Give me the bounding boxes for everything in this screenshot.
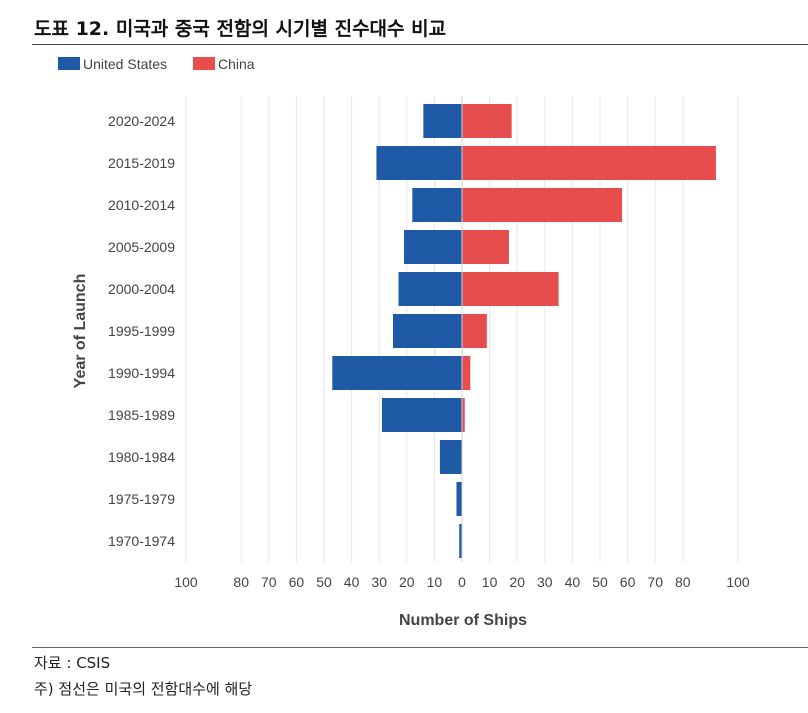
bar-china — [462, 188, 623, 222]
y-axis-title: Year of Launch — [72, 274, 89, 389]
y-tick-label: 2000-2004 — [108, 281, 175, 297]
x-tick-label: 10 — [482, 574, 498, 590]
x-tick-label: 80 — [233, 574, 249, 590]
y-tick-label: 1985-1989 — [108, 407, 175, 423]
footnote: 주) 점선은 미국의 전함대수에 해당 — [34, 680, 253, 698]
x-tick-label: 100 — [174, 574, 198, 590]
y-tick-label: 1980-1984 — [108, 449, 175, 465]
bar-china — [462, 398, 465, 432]
x-tick-label: 20 — [509, 574, 525, 590]
bar-united-states — [381, 398, 462, 432]
y-tick-label: 1990-1994 — [108, 365, 175, 381]
x-tick-label: 10 — [427, 574, 443, 590]
bar-china — [462, 272, 559, 306]
x-axis-title: Number of Ships — [399, 612, 527, 629]
x-tick-label: 30 — [537, 574, 553, 590]
x-tick-label: 100 — [726, 574, 750, 590]
bar-united-states — [398, 272, 462, 306]
legend-swatch — [193, 57, 215, 70]
bar-united-states — [376, 146, 462, 180]
y-tick-label: 2015-2019 — [108, 155, 175, 171]
x-tick-label: 70 — [647, 574, 663, 590]
x-tick-label: 50 — [316, 574, 332, 590]
x-tick-label: 60 — [620, 574, 636, 590]
top-rule — [32, 44, 808, 45]
x-tick-label: 40 — [565, 574, 581, 590]
x-tick-label: 50 — [592, 574, 608, 590]
bar-united-states — [423, 104, 462, 138]
y-tick-label: 1975-1979 — [108, 491, 175, 507]
y-tick-label: 2010-2014 — [108, 197, 175, 213]
x-tick-label: 0 — [458, 574, 466, 590]
x-tick-label: 30 — [371, 574, 387, 590]
y-tick-label: 1995-1999 — [108, 323, 175, 339]
bar-china — [462, 230, 509, 264]
bar-china — [462, 314, 487, 348]
x-tick-label: 20 — [399, 574, 415, 590]
bar-china — [462, 356, 471, 390]
x-tick-label: 80 — [675, 574, 691, 590]
bar-united-states — [393, 314, 462, 348]
x-tick-label: 60 — [289, 574, 305, 590]
bar-united-states — [456, 482, 462, 516]
bar-china — [462, 104, 512, 138]
legend-label: United States — [83, 56, 167, 72]
legend-label: China — [218, 56, 255, 72]
bar-united-states — [459, 524, 462, 558]
y-tick-label: 2020-2024 — [108, 113, 175, 129]
figure-title: 도표 12. 미국과 중국 전함의 시기별 진수대수 비교 — [34, 18, 447, 40]
butterfly-bar-chart: 100 80 70 60 50 40 30 20 10 0 10 20 30 40 50 60 70 80 1002… — [58, 56, 750, 629]
bar-united-states — [332, 356, 462, 390]
bar-china — [462, 146, 716, 180]
y-tick-label: 2005-2009 — [108, 239, 175, 255]
x-tick-label: 40 — [344, 574, 360, 590]
y-tick-label: 1970-1974 — [108, 533, 175, 549]
source-note: 자료 : CSIS — [34, 654, 111, 672]
bar-united-states — [404, 230, 462, 264]
bar-united-states — [439, 440, 462, 474]
legend-swatch — [58, 57, 80, 70]
bottom-rule — [32, 647, 808, 648]
x-tick-label: 70 — [261, 574, 277, 590]
bar-united-states — [412, 188, 462, 222]
